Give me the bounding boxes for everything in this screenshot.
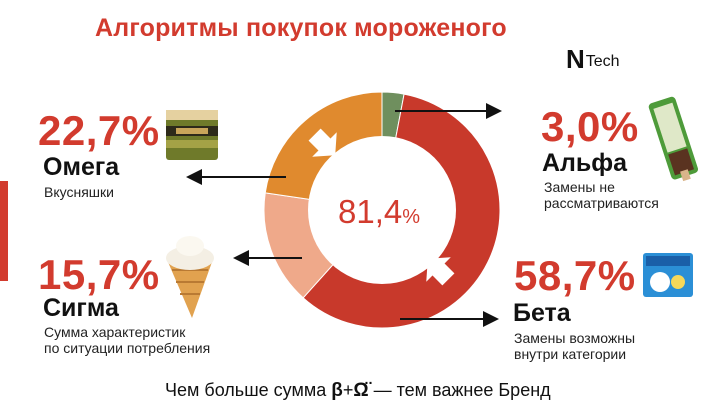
footer-suffix: — тем важнее Бренд bbox=[368, 380, 551, 400]
center-unit: % bbox=[402, 206, 421, 228]
logo-word: Tech bbox=[585, 53, 620, 70]
omega-name: Омега bbox=[43, 153, 120, 181]
alpha-name: Альфа bbox=[542, 149, 628, 177]
alpha-product-icon bbox=[648, 96, 699, 182]
alpha-percent: 3,0% bbox=[541, 103, 639, 150]
beta-name: Бета bbox=[513, 299, 571, 327]
ring-arrow-top-icon bbox=[308, 128, 337, 157]
alpha-description: Замены не рассматриваются bbox=[544, 179, 659, 211]
center-label: 81,4% bbox=[338, 193, 420, 231]
omega-description: Вкусняшки bbox=[44, 184, 114, 200]
omega-product-icon bbox=[166, 110, 218, 160]
donut-hole bbox=[308, 136, 456, 284]
ntech-logo: N Tech bbox=[566, 46, 620, 72]
footer-omega-symbol: Ω̈ bbox=[353, 380, 369, 401]
footer-beta-symbol: β bbox=[331, 380, 343, 401]
logo-mark: N bbox=[566, 44, 585, 74]
center-value: 81,4 bbox=[338, 193, 403, 230]
sigma-product-icon bbox=[166, 236, 214, 318]
footer-note: Чем больше сумма β+Ω̈ — тем важнее Бренд bbox=[165, 380, 551, 402]
omega-percent: 22,7% bbox=[38, 107, 160, 154]
sigma-name: Сигма bbox=[43, 294, 119, 322]
beta-percent: 58,7% bbox=[514, 252, 636, 299]
beta-description: Замены возможны внутри категории bbox=[514, 330, 636, 362]
footer-plus: + bbox=[342, 380, 354, 400]
sigma-percent: 15,7% bbox=[38, 251, 160, 298]
page-title: Алгоритмы покупок мороженого bbox=[95, 14, 507, 42]
beta-product-icon bbox=[643, 253, 693, 297]
left-edge-bar bbox=[0, 181, 8, 281]
sigma-description: Сумма характеристик по ситуации потребле… bbox=[44, 324, 211, 356]
footer-prefix: Чем больше сумма bbox=[165, 380, 332, 400]
ring-arrow-bottom-icon bbox=[426, 257, 455, 286]
